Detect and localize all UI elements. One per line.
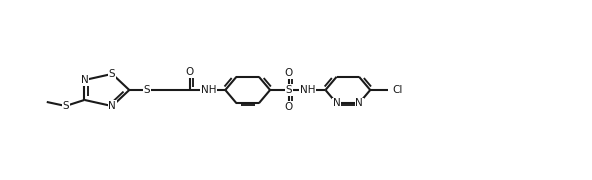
- Text: S: S: [62, 101, 69, 111]
- Text: N: N: [108, 101, 116, 111]
- Text: NH: NH: [201, 85, 217, 95]
- Text: O: O: [285, 68, 293, 78]
- Text: S: S: [144, 85, 150, 95]
- Text: N: N: [355, 98, 363, 108]
- Text: S: S: [285, 85, 292, 95]
- Text: N: N: [81, 75, 88, 85]
- Text: Cl: Cl: [392, 85, 403, 95]
- Text: N: N: [333, 98, 340, 108]
- Text: NH: NH: [300, 85, 316, 95]
- Text: S: S: [109, 69, 115, 79]
- Text: O: O: [285, 102, 293, 112]
- Text: O: O: [186, 67, 194, 77]
